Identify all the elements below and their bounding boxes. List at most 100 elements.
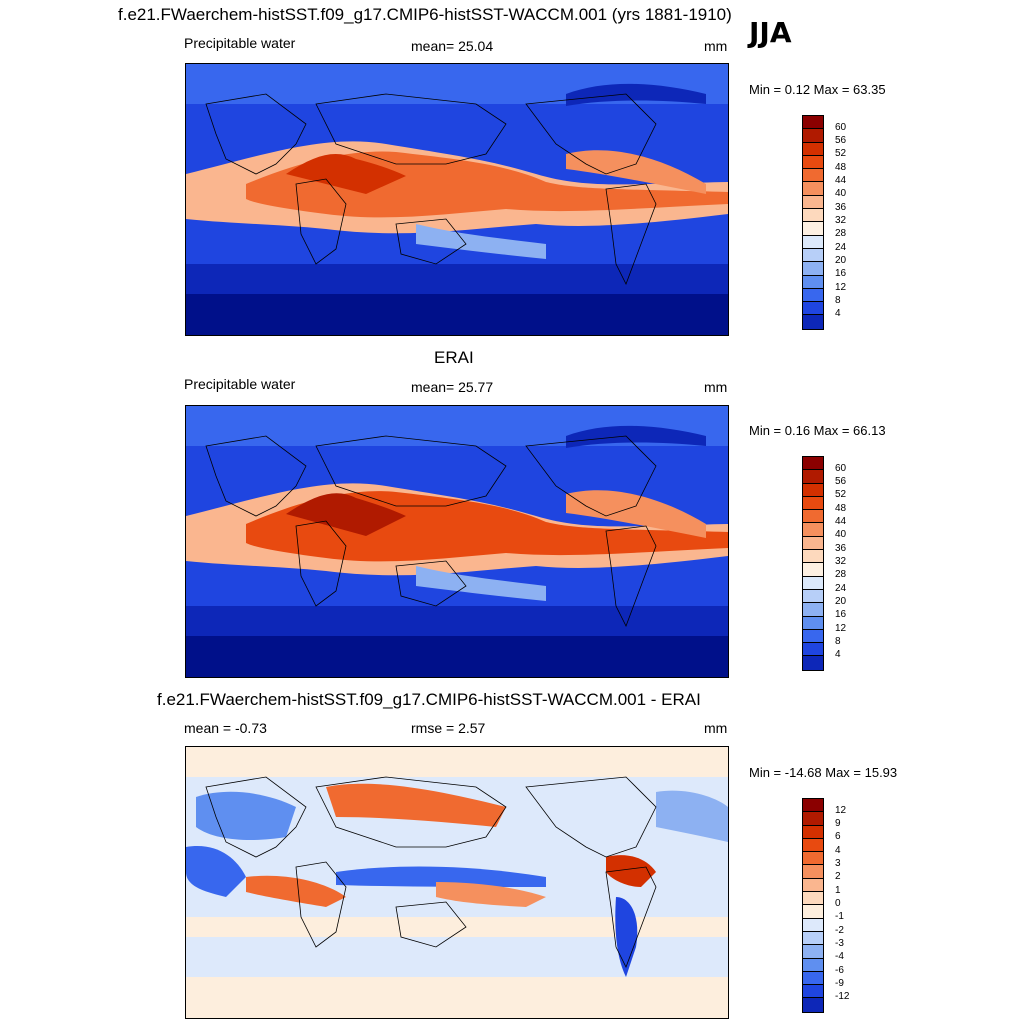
colorbar-tick-label: 1 (835, 885, 841, 896)
panel3-colorbar-box (802, 798, 824, 1013)
panel3-rmse-label: rmse = 2.57 (411, 720, 486, 736)
panel1-colorbar-segment (803, 235, 823, 249)
colorbar-tick-label: 36 (835, 202, 847, 213)
colorbar-tick-label: 44 (835, 175, 847, 186)
colorbar-tick-label: 12 (835, 623, 847, 634)
panel1-map (185, 63, 729, 336)
colorbar-tick-label: 60 (835, 122, 847, 133)
panel2-colorbar-segment (803, 616, 823, 630)
panel3-colorbar-segment (803, 998, 823, 1012)
panel3-map (185, 746, 729, 1019)
panel2-colorbar-segment (803, 563, 823, 577)
colorbar-tick-label: -2 (835, 925, 844, 936)
panel1-colorbar-segment (803, 155, 823, 170)
season-label: JJA (749, 16, 792, 49)
panel2-colorbar-segment (803, 629, 823, 644)
colorbar-tick-label: -6 (835, 965, 844, 976)
colorbar-tick-label: 56 (835, 476, 847, 487)
panel2-title: ERAI (434, 348, 474, 367)
panel2-colorbar-segment (803, 550, 823, 564)
panel2-colorbar-segment (803, 496, 823, 511)
colorbar-tick-label: 9 (835, 818, 841, 829)
panel2-colorbar-segment (803, 643, 823, 657)
panel1-mean-label: mean= 25.04 (411, 38, 494, 54)
panel2-map-field (186, 406, 728, 677)
colorbar-tick-label: 24 (835, 583, 847, 594)
panel1-colorbar-segment (803, 222, 823, 236)
panel2-colorbar-segment (803, 457, 823, 471)
colorbar-tick-label: -4 (835, 951, 844, 962)
panel3-colorbar: 12 9 6 4 3 2 1 0 -1 -2 -3 -4 -6 -9 -12 (802, 798, 849, 1013)
panel2-colorbar-segment (803, 589, 823, 604)
panel3-colorbar-segment (803, 852, 823, 866)
panel1-colorbar-segment (803, 262, 823, 276)
colorbar-tick-label: 40 (835, 188, 847, 199)
colorbar-tick-label: 36 (835, 543, 847, 554)
colorbar-tick-label: -9 (835, 978, 844, 989)
panel3-colorbar-segment (803, 865, 823, 879)
colorbar-tick-label: 52 (835, 489, 847, 500)
panel2-colorbar-segment (803, 483, 823, 497)
colorbar-tick-label: 4 (835, 649, 841, 660)
colorbar-tick-label: 56 (835, 135, 847, 146)
panel1-colorbar: 60 56 52 48 44 40 36 32 28 24 20 16 12 8… (802, 115, 846, 330)
panel2-colorbar-box (802, 456, 824, 671)
colorbar-tick-label: 0 (835, 898, 841, 909)
colorbar-tick-label: 40 (835, 529, 847, 540)
panel3-colorbar-segment (803, 799, 823, 813)
panel2-colorbar-segment (803, 523, 823, 537)
panel3-mean-label: mean = -0.73 (184, 720, 267, 736)
panel1-colorbar-segment (803, 302, 823, 316)
colorbar-tick-label: -1 (835, 911, 844, 922)
panel3-units-label: mm (704, 720, 728, 736)
panel2-mean-label: mean= 25.77 (411, 379, 494, 395)
panel1-colorbar-segment (803, 315, 823, 329)
panel1-map-field (186, 64, 728, 335)
panel3-colorbar-segment (803, 958, 823, 972)
colorbar-tick-label: 6 (835, 831, 841, 842)
colorbar-tick-label: 60 (835, 463, 847, 474)
panel2-colorbar-segment (803, 603, 823, 617)
panel1-colorbar-segment (803, 248, 823, 263)
panel1-colorbar-segment (803, 169, 823, 183)
panel3-colorbar-segment (803, 918, 823, 932)
panel3-colorbar-segment (803, 985, 823, 999)
panel3-title: f.e21.FWaerchem-histSST.f09_g17.CMIP6-hi… (157, 690, 701, 709)
colorbar-tick-label: 4 (835, 845, 841, 856)
colorbar-tick-label: 48 (835, 503, 847, 514)
panel2-colorbar-segment (803, 510, 823, 524)
panel1-minmax-label: Min = 0.12 Max = 63.35 (749, 82, 886, 97)
panel3-colorbar-segment (803, 812, 823, 826)
panel1-colorbar-box (802, 115, 824, 330)
panel2-colorbar: 60 56 52 48 44 40 36 32 28 24 20 16 12 8… (802, 456, 846, 671)
colorbar-tick-label: 16 (835, 268, 847, 279)
panel2-units-label: mm (704, 379, 728, 395)
panel1-colorbar-segment (803, 129, 823, 143)
colorbar-tick-label: 3 (835, 858, 841, 869)
panel1-variable-label: Precipitable water (184, 35, 296, 51)
panel3-minmax-label: Min = -14.68 Max = 15.93 (749, 765, 898, 780)
colorbar-tick-label: 28 (835, 569, 847, 580)
colorbar-tick-label: -12 (835, 991, 850, 1002)
panel3-colorbar-segment (803, 825, 823, 839)
panel2-variable-label: Precipitable water (184, 376, 296, 392)
panel1-units-label: mm (704, 38, 728, 54)
panel3-colorbar-segment (803, 971, 823, 986)
colorbar-tick-label: 28 (835, 228, 847, 239)
panel3-colorbar-segment (803, 878, 823, 893)
panel3-colorbar-segment (803, 945, 823, 959)
colorbar-tick-label: 20 (835, 596, 847, 607)
panel2-minmax-label: Min = 0.16 Max = 66.13 (749, 423, 886, 438)
panel1-colorbar-segment (803, 288, 823, 303)
panel1-colorbar-segment (803, 275, 823, 289)
colorbar-tick-label: 12 (835, 282, 847, 293)
panel2-colorbar-segment (803, 576, 823, 590)
panel2-colorbar-segment (803, 470, 823, 484)
colorbar-tick-label: 20 (835, 255, 847, 266)
colorbar-tick-label: 16 (835, 609, 847, 620)
panel2-colorbar-segment (803, 536, 823, 551)
panel1-colorbar-segment (803, 182, 823, 196)
panel3-colorbar-segment (803, 931, 823, 946)
colorbar-tick-label: 8 (835, 295, 841, 306)
panel1-colorbar-segment (803, 209, 823, 223)
